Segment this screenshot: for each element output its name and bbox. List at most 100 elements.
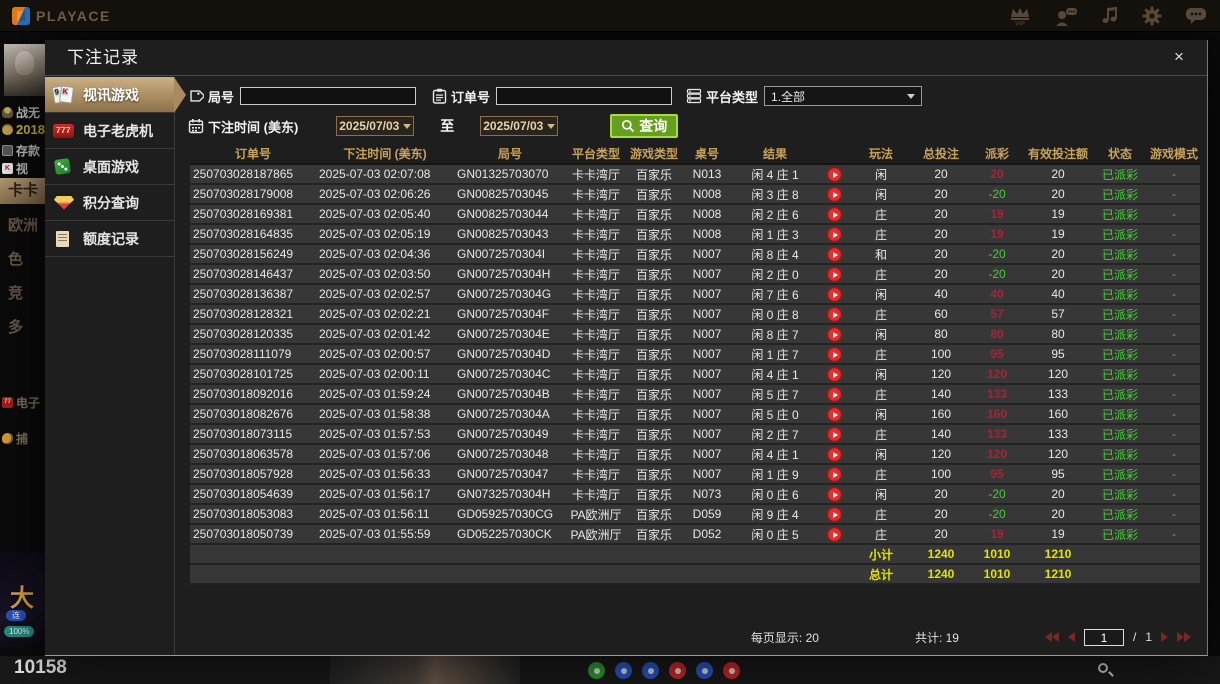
date-to-select[interactable]: 2025/07/03 xyxy=(480,116,559,136)
cell-round: GN00725703048 xyxy=(454,444,566,465)
room-item-se[interactable]: 色 xyxy=(8,251,24,268)
table-footer: 每页显示: 20 共计: 19 1 / 1 xyxy=(190,626,1191,648)
replay-video-icon[interactable] xyxy=(827,508,841,522)
last-page-icon[interactable] xyxy=(1177,632,1191,642)
replay-video-icon[interactable] xyxy=(827,188,841,202)
replay-video-icon[interactable] xyxy=(827,408,841,422)
cell-payout: 19 xyxy=(970,224,1024,245)
promo-banner-percent: 100% xyxy=(4,626,35,637)
replay-video-icon[interactable] xyxy=(827,348,841,362)
cell-replay xyxy=(818,444,850,465)
cell-order: 250703018053083 xyxy=(190,504,316,525)
cell-status: 已派彩 xyxy=(1092,484,1148,505)
document-icon xyxy=(52,228,76,250)
round-number-input[interactable] xyxy=(240,87,417,105)
cell-valid: 57 xyxy=(1024,304,1092,325)
tab-quota-records[interactable]: 额度记录 xyxy=(45,221,174,257)
cell-round: GN0072570304C xyxy=(454,364,566,385)
cell-total: 100 xyxy=(912,344,970,365)
replay-video-icon[interactable] xyxy=(827,448,841,462)
playace-logo[interactable]: PLAYACE xyxy=(12,6,111,25)
cell-play: 和 xyxy=(850,244,912,265)
next-page-icon[interactable] xyxy=(1161,632,1168,642)
first-page-icon[interactable] xyxy=(1044,632,1059,642)
page-number-input[interactable]: 1 xyxy=(1083,628,1124,646)
chevron-down-icon xyxy=(547,123,556,129)
svg-text:VIP: VIP xyxy=(1015,21,1025,26)
replay-video-icon[interactable] xyxy=(827,268,841,282)
replay-video-icon[interactable] xyxy=(827,168,841,182)
tab-slot-machines[interactable]: 777 电子老虎机 xyxy=(45,113,174,149)
replay-video-icon[interactable] xyxy=(827,228,841,242)
replay-video-icon[interactable] xyxy=(827,368,841,382)
cell-table: N007 xyxy=(682,284,732,305)
room-item-jing[interactable]: 竞 xyxy=(8,285,24,302)
cell-replay xyxy=(818,264,850,285)
cell-mode: - xyxy=(1148,464,1200,485)
cell-play: 闲 xyxy=(850,444,912,465)
cell-table: N007 xyxy=(682,244,732,265)
cell-time: 2025-07-03 02:01:42 xyxy=(316,324,454,345)
cell-time: 2025-07-03 02:05:40 xyxy=(316,204,454,225)
chat-icon[interactable] xyxy=(1184,6,1208,26)
room-item-duo[interactable]: 多 xyxy=(8,319,24,336)
search-button[interactable]: 查询 xyxy=(610,114,679,138)
close-icon[interactable]: × xyxy=(1174,47,1184,66)
slots-nav-row[interactable]: 77 电子 xyxy=(2,394,40,411)
cell-table: N007 xyxy=(682,464,732,485)
replay-video-icon[interactable] xyxy=(827,428,841,442)
replay-video-icon[interactable] xyxy=(827,288,841,302)
summary-payout: 1010 xyxy=(970,564,1024,585)
tab-table-games[interactable]: 桌面游戏 xyxy=(45,149,174,185)
tab-video-games[interactable]: 9 K 视讯游戏 xyxy=(45,77,186,113)
cell-valid: 40 xyxy=(1024,284,1092,305)
table-row: 250703028101725 2025-07-03 02:00:11 GN0072… xyxy=(190,364,1200,385)
replay-video-icon[interactable] xyxy=(827,528,841,542)
prev-page-icon[interactable] xyxy=(1067,632,1075,642)
cell-time: 2025-07-03 01:56:11 xyxy=(316,504,454,525)
replay-video-icon[interactable] xyxy=(827,248,841,262)
cell-total: 80 xyxy=(912,324,970,345)
magnifier-icon[interactable] xyxy=(1098,663,1108,673)
replay-video-icon[interactable] xyxy=(827,208,841,222)
cell-status: 已派彩 xyxy=(1092,204,1148,225)
cell-mode: - xyxy=(1148,504,1200,525)
table-row: 250703028164835 2025-07-03 02:05:19 GN0082… xyxy=(190,224,1200,245)
summary-tail xyxy=(1092,544,1200,565)
replay-video-icon[interactable] xyxy=(827,308,841,322)
column-header: 状态 xyxy=(1092,143,1148,165)
order-number-input[interactable] xyxy=(496,87,673,105)
summary-payout: 1010 xyxy=(970,544,1024,565)
replay-video-icon[interactable] xyxy=(827,488,841,502)
date-from-select[interactable]: 2025/07/03 xyxy=(336,116,415,136)
replay-video-icon[interactable] xyxy=(827,468,841,482)
table-id-number: 10158 xyxy=(14,657,67,678)
replay-video-icon[interactable] xyxy=(827,328,841,342)
promo-banner[interactable]: 大 连 100% xyxy=(0,552,45,648)
video-nav-row[interactable]: K 视 xyxy=(2,160,28,177)
user-avatar[interactable] xyxy=(4,44,45,96)
cell-order: 250703028146437 xyxy=(190,264,316,285)
balance-row: 2018 xyxy=(2,122,45,137)
room-item-europe[interactable]: 欧洲 xyxy=(8,217,39,234)
cell-order: 250703028164835 xyxy=(190,224,316,245)
music-icon[interactable] xyxy=(1100,6,1120,26)
cell-result: 闲 4 庄 1 xyxy=(732,164,818,185)
cell-order: 250703018054639 xyxy=(190,484,316,505)
fishing-nav-row[interactable]: 捕 xyxy=(2,430,28,447)
replay-video-icon[interactable] xyxy=(827,388,841,402)
customer-service-icon[interactable] xyxy=(1054,6,1078,26)
vip-icon[interactable]: VIP xyxy=(1008,6,1032,26)
cell-replay xyxy=(818,304,850,325)
cell-status: 已派彩 xyxy=(1092,424,1148,445)
cell-time: 2025-07-03 02:02:21 xyxy=(316,304,454,325)
platform-type-select[interactable]: 1.全部 xyxy=(764,86,923,106)
cell-total: 20 xyxy=(912,264,970,285)
cell-status: 已派彩 xyxy=(1092,224,1148,245)
tab-points-query[interactable]: 积分查询 xyxy=(45,185,174,221)
table-row: 250703028156249 2025-07-03 02:04:36 GN0072… xyxy=(190,244,1200,265)
cell-play: 闲 xyxy=(850,324,912,345)
deposit-row[interactable]: 存款 xyxy=(2,142,40,159)
cell-total: 140 xyxy=(912,424,970,445)
settings-gear-icon[interactable] xyxy=(1142,6,1162,26)
